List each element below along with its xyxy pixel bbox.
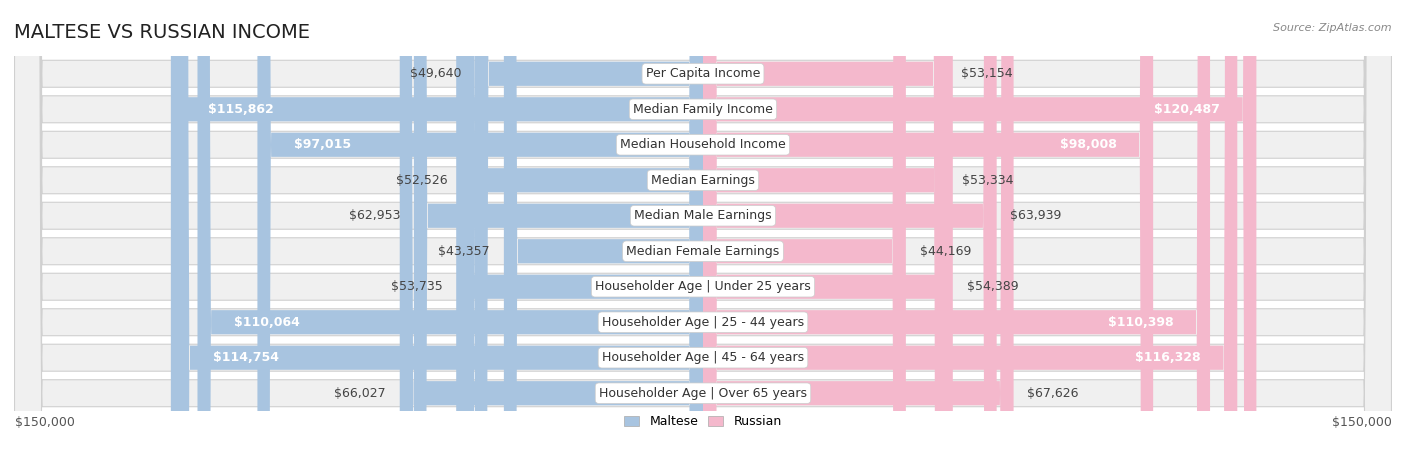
Text: $97,015: $97,015	[294, 138, 352, 151]
FancyBboxPatch shape	[14, 0, 1392, 467]
FancyBboxPatch shape	[703, 0, 1153, 467]
FancyBboxPatch shape	[176, 0, 703, 467]
FancyBboxPatch shape	[703, 0, 1237, 467]
FancyBboxPatch shape	[14, 0, 1392, 467]
FancyBboxPatch shape	[14, 0, 1392, 467]
FancyBboxPatch shape	[703, 0, 948, 467]
Text: $54,389: $54,389	[966, 280, 1018, 293]
Text: $52,526: $52,526	[396, 174, 449, 187]
FancyBboxPatch shape	[14, 0, 1392, 467]
FancyBboxPatch shape	[703, 0, 953, 467]
Text: $67,626: $67,626	[1028, 387, 1078, 400]
Text: Householder Age | 45 - 64 years: Householder Age | 45 - 64 years	[602, 351, 804, 364]
FancyBboxPatch shape	[14, 0, 1392, 467]
FancyBboxPatch shape	[461, 0, 703, 467]
Text: $114,754: $114,754	[212, 351, 278, 364]
Text: $98,008: $98,008	[1060, 138, 1116, 151]
Text: Per Capita Income: Per Capita Income	[645, 67, 761, 80]
Text: $150,000: $150,000	[1331, 416, 1392, 429]
Text: Householder Age | Under 25 years: Householder Age | Under 25 years	[595, 280, 811, 293]
FancyBboxPatch shape	[703, 0, 1211, 467]
Text: $44,169: $44,169	[920, 245, 972, 258]
FancyBboxPatch shape	[413, 0, 703, 467]
Text: $66,027: $66,027	[335, 387, 387, 400]
Text: $49,640: $49,640	[409, 67, 461, 80]
Text: Median Household Income: Median Household Income	[620, 138, 786, 151]
Text: $53,154: $53,154	[960, 67, 1012, 80]
Text: $53,334: $53,334	[962, 174, 1014, 187]
FancyBboxPatch shape	[172, 0, 703, 467]
FancyBboxPatch shape	[703, 0, 997, 467]
Text: $63,939: $63,939	[1011, 209, 1062, 222]
Text: Median Family Income: Median Family Income	[633, 103, 773, 116]
Text: MALTESE VS RUSSIAN INCOME: MALTESE VS RUSSIAN INCOME	[14, 23, 311, 42]
Text: Median Earnings: Median Earnings	[651, 174, 755, 187]
FancyBboxPatch shape	[197, 0, 703, 467]
FancyBboxPatch shape	[14, 0, 1392, 467]
FancyBboxPatch shape	[14, 0, 1392, 467]
FancyBboxPatch shape	[475, 0, 703, 467]
FancyBboxPatch shape	[257, 0, 703, 467]
Text: $120,487: $120,487	[1154, 103, 1219, 116]
Text: Householder Age | 25 - 44 years: Householder Age | 25 - 44 years	[602, 316, 804, 329]
FancyBboxPatch shape	[14, 0, 1392, 467]
Text: $62,953: $62,953	[349, 209, 401, 222]
FancyBboxPatch shape	[703, 0, 905, 467]
Text: $150,000: $150,000	[14, 416, 75, 429]
FancyBboxPatch shape	[703, 0, 1257, 467]
Legend: Maltese, Russian: Maltese, Russian	[620, 410, 786, 433]
FancyBboxPatch shape	[399, 0, 703, 467]
Text: $43,357: $43,357	[439, 245, 491, 258]
Text: $116,328: $116,328	[1135, 351, 1201, 364]
Text: Householder Age | Over 65 years: Householder Age | Over 65 years	[599, 387, 807, 400]
Text: Source: ZipAtlas.com: Source: ZipAtlas.com	[1274, 23, 1392, 33]
FancyBboxPatch shape	[14, 0, 1392, 467]
Text: Median Female Earnings: Median Female Earnings	[627, 245, 779, 258]
Text: $110,064: $110,064	[235, 316, 299, 329]
FancyBboxPatch shape	[14, 0, 1392, 467]
Text: Median Male Earnings: Median Male Earnings	[634, 209, 772, 222]
FancyBboxPatch shape	[456, 0, 703, 467]
Text: $115,862: $115,862	[208, 103, 273, 116]
FancyBboxPatch shape	[703, 0, 948, 467]
FancyBboxPatch shape	[703, 0, 1014, 467]
Text: $110,398: $110,398	[1108, 316, 1174, 329]
FancyBboxPatch shape	[503, 0, 703, 467]
Text: $53,735: $53,735	[391, 280, 443, 293]
